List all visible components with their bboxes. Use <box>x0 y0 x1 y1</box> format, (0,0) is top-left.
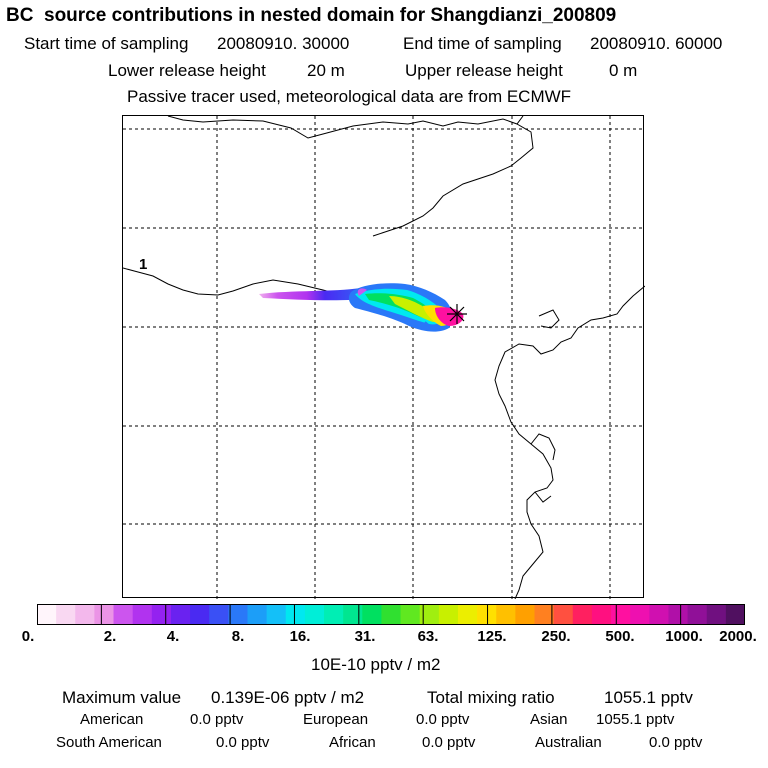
colorbar-tick: 1000. <box>665 628 703 645</box>
colorbar-swatch <box>304 604 325 625</box>
colorbar-swatch <box>534 604 555 625</box>
colorbar-tick: 0. <box>21 628 35 645</box>
colorbar-swatch <box>611 604 631 625</box>
colorbar-swatch <box>151 604 172 625</box>
max-value-label: Maximum value <box>62 688 182 707</box>
african-label: African <box>329 734 376 751</box>
upper-release-value: 0 m <box>609 61 638 80</box>
asian-label: Asian <box>530 711 568 728</box>
asian-value: 1055.1 pptv <box>596 711 675 728</box>
colorbar-tick: 8. <box>231 628 245 645</box>
colorbar-swatch <box>170 604 191 625</box>
australian-label: Australian <box>535 734 602 751</box>
colorbar-tick: 4. <box>166 628 180 645</box>
colorbar-swatch <box>324 604 344 625</box>
colorbar-tick: 2. <box>103 628 117 645</box>
colorbar-swatch <box>132 604 153 625</box>
african-value: 0.0 pptv <box>422 734 476 751</box>
colorbar <box>37 604 745 625</box>
colorbar-tick: 500. <box>605 628 635 645</box>
colorbar-swatch <box>285 604 306 625</box>
map-canvas: 1 <box>123 116 645 599</box>
colorbar-swatch <box>94 604 115 625</box>
colorbar-swatch <box>477 604 497 625</box>
map-panel: 1 <box>122 115 645 599</box>
colorbar-swatch <box>419 604 440 625</box>
colorbar-units: 10E-10 pptv / m2 <box>311 655 441 674</box>
colorbar-tick: 250. <box>541 628 571 645</box>
receptor-star-icon <box>447 304 467 324</box>
colorbar-swatch <box>457 604 478 625</box>
colorbar-swatch <box>209 604 229 625</box>
european-value: 0.0 pptv <box>416 711 470 728</box>
plume-yellowgreen <box>389 296 437 322</box>
colorbar-swatch <box>591 604 612 625</box>
colorbar-swatch <box>56 604 76 625</box>
colorbar-swatch <box>515 604 536 625</box>
australian-value: 0.0 pptv <box>649 734 703 751</box>
plume-core <box>435 307 464 326</box>
colorbar-swatch <box>266 604 287 625</box>
colorbar-tick: 63. <box>417 628 439 645</box>
colorbar-swatch <box>649 604 669 625</box>
start-time-value: 20080910. 30000 <box>217 34 350 53</box>
start-time-label: Start time of sampling <box>24 34 189 53</box>
colorbar-swatch <box>37 604 57 625</box>
end-time-value: 20080910. 60000 <box>590 34 723 53</box>
region-label: 1 <box>139 256 147 273</box>
colorbar-swatch <box>343 604 363 625</box>
total-mixing-value: 1055.1 pptv <box>604 688 693 707</box>
south-american-value: 0.0 pptv <box>216 734 270 751</box>
european-label: European <box>303 711 369 728</box>
colorbar-swatch <box>706 604 727 625</box>
max-value: 0.139E-06 pptv / m2 <box>211 688 365 707</box>
colorbar-swatch <box>113 604 134 625</box>
plume-edge <box>357 288 367 296</box>
colorbar-swatch <box>438 604 459 625</box>
colorbar-swatch <box>247 604 268 625</box>
colorbar-tick: 125. <box>477 628 507 645</box>
upper-release-label: Upper release height <box>405 61 563 80</box>
colorbar-swatch <box>75 604 95 625</box>
plot-title: BC source contributions in nested domain… <box>6 5 617 26</box>
colorbar-swatch <box>228 604 248 625</box>
concentration-plume <box>259 283 464 332</box>
south-american-label: South American <box>56 734 162 751</box>
colorbar-swatch <box>553 604 574 625</box>
lower-release-value: 20 m <box>307 61 345 80</box>
colorbar-border <box>37 604 745 625</box>
colorbar-tick: 2000. <box>719 628 757 645</box>
american-value: 0.0 pptv <box>190 711 244 728</box>
colorbar-swatch <box>400 604 421 625</box>
end-time-label: End time of sampling <box>403 34 562 53</box>
colorbar-swatch <box>687 604 708 625</box>
american-label: American <box>80 711 144 728</box>
colorbar-swatch <box>572 604 593 625</box>
colorbar-tick: 16. <box>289 628 311 645</box>
colorbar-swatch <box>190 604 210 625</box>
grid-lines <box>123 116 645 599</box>
total-mixing-label: Total mixing ratio <box>427 688 555 707</box>
colorbar-swatch <box>362 604 382 625</box>
tracer-note: Passive tracer used, meteorological data… <box>127 87 572 106</box>
colorbar-tick: 31. <box>354 628 376 645</box>
colorbar-swatch <box>496 604 516 625</box>
colorbar-swatch <box>668 604 689 625</box>
plume-lower-edge <box>424 321 446 331</box>
colorbar-swatch <box>381 604 402 625</box>
lower-release-label: Lower release height <box>108 61 266 80</box>
colorbar-swatch <box>630 604 650 625</box>
boundaries <box>123 116 645 599</box>
colorbar-swatch <box>725 604 745 625</box>
